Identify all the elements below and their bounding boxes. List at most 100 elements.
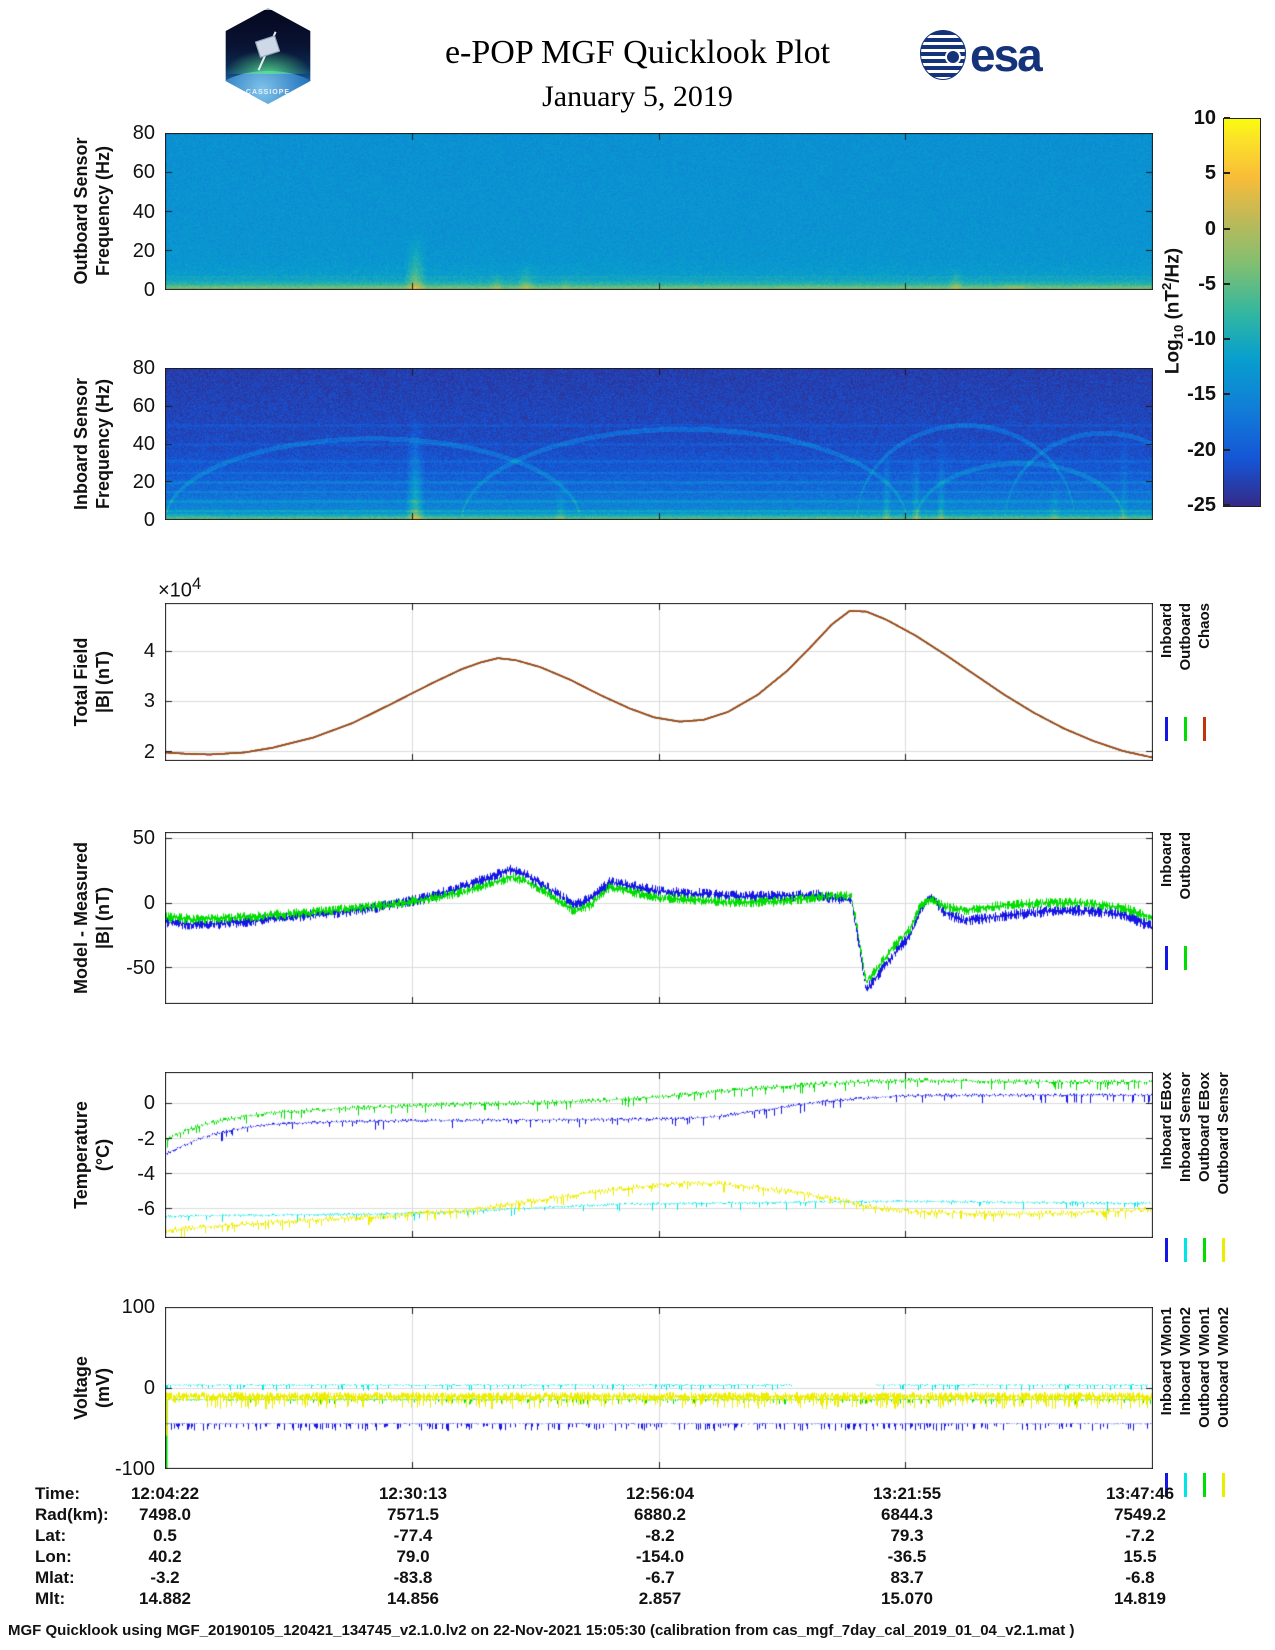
legend-item: Outboard: [1177, 832, 1194, 900]
y-tick-label: 0: [143, 279, 155, 301]
legend-color-mark: [1165, 1473, 1168, 1497]
colorbar-tick-mark: [1224, 504, 1230, 506]
legend-labels: Inboard Outboard: [1158, 832, 1194, 900]
table-cell: 15.5: [1123, 1547, 1157, 1566]
y-tick-label: 60: [132, 161, 155, 184]
table-cell: 12:30:13: [378, 1484, 448, 1503]
table-cell: 12:04:22: [130, 1484, 200, 1503]
legend-item: Inboard Sensor: [1177, 1072, 1194, 1182]
table-cell: 6844.3: [881, 1505, 933, 1524]
legend-labels: Inboard VMon1 Inboard VMon2 Outboard VMon1…: [1158, 1307, 1232, 1428]
legend-color-mark: [1222, 1473, 1225, 1497]
table-cell: 13:47:46: [1105, 1484, 1175, 1503]
colorbar: [1223, 118, 1261, 507]
y-tick-label: 2: [143, 740, 155, 763]
table-row-label: Lat:: [35, 1526, 67, 1545]
colorbar-tick-label: 0: [1204, 217, 1216, 240]
table-cell: 12:56:04: [625, 1484, 695, 1503]
figure-date-subtitle: January 5, 2019: [542, 80, 733, 113]
temperature-canvas: [165, 1072, 1153, 1238]
colorbar-tick-mark: [1224, 282, 1230, 285]
legend-total-field: Inboard Outboard Chaos: [1158, 603, 1213, 741]
esa-logo: esa: [920, 28, 1043, 82]
table-cell: -83.8: [393, 1568, 433, 1587]
legend-color-mark: [1184, 1473, 1187, 1497]
legend-voltage: Inboard VMon1 Inboard VMon2 Outboard VMon1…: [1158, 1307, 1232, 1497]
table-cell: 79.0: [396, 1547, 430, 1566]
patch-aurora-graphic: [225, 50, 311, 75]
legend-item-label: Inboard EBox: [1158, 1072, 1175, 1170]
y-tick-label: 40: [132, 433, 155, 455]
colorbar-tick-label: 10: [1193, 107, 1216, 129]
colorbar-tick-label: -20: [1187, 438, 1216, 461]
figure-title: e-POP MGF Quicklook Plot: [444, 34, 831, 71]
model-minus-measured-canvas: [165, 832, 1153, 1004]
y-tick-label: 0: [143, 1092, 155, 1115]
legend-color-mark: [1165, 1238, 1168, 1262]
table-cell: 14.882: [139, 1589, 191, 1608]
inboard-spectrogram-canvas: [165, 368, 1153, 520]
table-row-label: Lon:: [35, 1547, 72, 1566]
legend-marks: [1158, 1473, 1232, 1497]
legend-item: Outboard VMon1: [1196, 1307, 1213, 1428]
colorbar-tick-mark: [1224, 227, 1230, 230]
table-cell: -77.4: [393, 1526, 433, 1545]
legend-color-mark: [1184, 946, 1187, 970]
legend-item-label: Inboard: [1158, 832, 1175, 887]
legend-color-mark: [1203, 1238, 1206, 1262]
colorbar-tick-mark: [1224, 338, 1230, 341]
table-cell: -6.7: [645, 1568, 675, 1587]
table-cell: -8.2: [645, 1526, 675, 1545]
y-tick-label: -4: [137, 1162, 155, 1185]
legend-temperature: Inboard EBox Inboard Sensor Outboard EBox O…: [1158, 1072, 1232, 1262]
colorbar-tick-label: -5: [1198, 272, 1216, 295]
table-cell: 14.856: [387, 1589, 439, 1608]
footer-provenance-text: MGF Quicklook using MGF_20190105_120421_…: [8, 1622, 1075, 1639]
legend-color-mark: [1222, 1238, 1225, 1262]
colorbar-tick-label: -15: [1187, 383, 1216, 406]
total-field-scale-label: ×104: [158, 574, 202, 602]
legend-item: Outboard EBox: [1196, 1072, 1213, 1182]
table-row-label: Mlat:: [35, 1568, 75, 1587]
legend-marks: [1158, 1238, 1232, 1262]
y-tick-label: 20: [132, 471, 155, 493]
y-tick-label: 0: [143, 1377, 155, 1399]
y-tick-label: -2: [137, 1127, 155, 1150]
legend-item: Inboard VMon2: [1177, 1307, 1194, 1415]
legend-item: Chaos: [1196, 603, 1213, 649]
colorbar-tick-label: -25: [1187, 494, 1216, 516]
esa-wordmark: esa: [970, 29, 1043, 81]
legend-labels: Inboard Outboard Chaos: [1158, 603, 1213, 671]
legend-color-mark: [1184, 1238, 1187, 1262]
legend-labels: Inboard EBox Inboard Sensor Outboard EBox O…: [1158, 1072, 1232, 1195]
legend-marks: [1158, 717, 1213, 741]
legend-item: Inboard EBox: [1158, 1072, 1175, 1170]
legend-item-label: Outboard VMon1: [1196, 1307, 1213, 1428]
legend-model-minus-measured: Inboard Outboard: [1158, 832, 1194, 970]
legend-item-label: Outboard Sensor: [1215, 1072, 1232, 1195]
patch-mission-name: CASSIOPE: [245, 88, 291, 96]
y-tick-label: 50: [132, 827, 155, 850]
legend-item-label: Inboard VMon1: [1158, 1307, 1175, 1416]
table-cell: -6.8: [1125, 1568, 1155, 1587]
y-tick-label: -6: [137, 1198, 155, 1221]
table-cell: 14.819: [1114, 1589, 1166, 1608]
y-tick-label: 4: [143, 639, 155, 662]
y-tick-label: 40: [132, 200, 155, 223]
table-cell: -7.2: [1125, 1526, 1155, 1545]
colorbar-tick-label: -10: [1187, 328, 1216, 351]
table-cell: -36.5: [887, 1547, 927, 1566]
table-cell: 0.5: [153, 1526, 177, 1545]
legend-item: Inboard VMon1: [1158, 1307, 1175, 1415]
y-tick-label: 3: [143, 690, 155, 713]
legend-item: Inboard: [1158, 832, 1175, 887]
y-tick-label: 20: [132, 239, 155, 262]
legend-color-mark: [1165, 717, 1168, 741]
colorbar-tick-mark: [1224, 117, 1230, 119]
esa-globe-icon: [920, 30, 966, 80]
legend-item-label: Inboard VMon2: [1177, 1307, 1194, 1416]
table-cell: -3.2: [150, 1568, 180, 1587]
table-cell: 40.2: [148, 1547, 182, 1566]
legend-color-mark: [1165, 946, 1168, 970]
